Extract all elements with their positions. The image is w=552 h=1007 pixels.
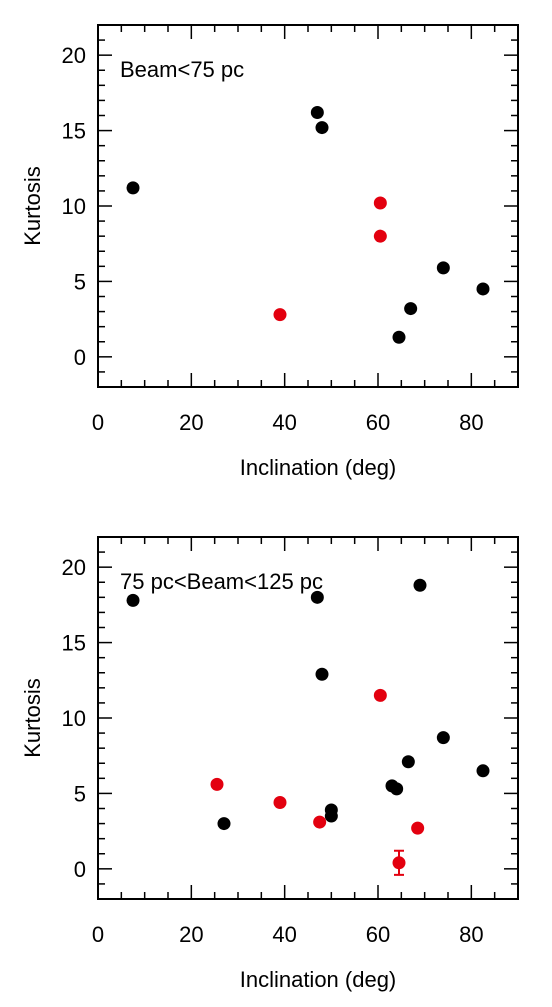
data-point <box>273 308 287 322</box>
data-point <box>436 261 450 275</box>
data-point <box>315 667 329 681</box>
data-point <box>392 856 406 870</box>
data-point <box>313 815 327 829</box>
data-point <box>217 817 231 831</box>
y-tick-label: 15 <box>62 631 86 656</box>
data-point <box>373 229 387 243</box>
data-point <box>126 593 140 607</box>
y-axis-title: Kurtosis <box>20 166 45 245</box>
data-point <box>476 282 490 296</box>
x-tick-label: 60 <box>366 922 390 947</box>
data-point <box>411 821 425 835</box>
data-point <box>476 764 490 778</box>
x-tick-label: 0 <box>92 410 104 435</box>
data-point <box>315 121 329 135</box>
y-tick-label: 10 <box>62 706 86 731</box>
x-axis-title: Inclination (deg) <box>240 455 397 480</box>
data-point <box>436 731 450 745</box>
x-axis-title: Inclination (deg) <box>240 967 397 992</box>
data-point <box>373 196 387 210</box>
data-point <box>126 181 140 195</box>
y-axis-title: Kurtosis <box>20 678 45 757</box>
panel-annotation: 75 pc<Beam<125 pc <box>120 569 323 594</box>
x-tick-label: 0 <box>92 922 104 947</box>
y-tick-label: 15 <box>62 119 86 144</box>
y-tick-label: 20 <box>62 43 86 68</box>
chart-panel-2: 0 20 40 60 80 0 5 10 15 20 Inclination (deg) Kurtos… <box>20 536 519 992</box>
data-point <box>404 302 418 316</box>
data-point <box>324 803 338 817</box>
data-point <box>413 578 427 592</box>
y-tick-label: 5 <box>74 781 86 806</box>
data-point <box>273 795 287 809</box>
data-point <box>390 782 404 796</box>
x-tick-label: 80 <box>459 922 483 947</box>
data-point <box>210 777 224 791</box>
y-tick-label: 5 <box>74 269 86 294</box>
data-point <box>401 755 415 769</box>
data-point <box>310 590 324 604</box>
x-tick-label: 40 <box>272 410 296 435</box>
data-point <box>373 688 387 702</box>
panel-annotation: Beam<75 pc <box>120 57 244 82</box>
x-tick-label: 40 <box>272 922 296 947</box>
x-tick-label: 20 <box>179 410 203 435</box>
y-tick-label: 20 <box>62 555 86 580</box>
chart-panel-1: 0 20 40 60 80 0 5 10 15 20 Inclination (deg) Kurtos… <box>20 24 519 480</box>
x-tick-label: 20 <box>179 922 203 947</box>
data-point <box>310 105 324 119</box>
y-tick-label: 0 <box>74 345 86 370</box>
y-tick-label: 10 <box>62 194 86 219</box>
data-point <box>392 330 406 344</box>
y-tick-label: 0 <box>74 857 86 882</box>
x-tick-label: 60 <box>366 410 390 435</box>
x-tick-label: 80 <box>459 410 483 435</box>
